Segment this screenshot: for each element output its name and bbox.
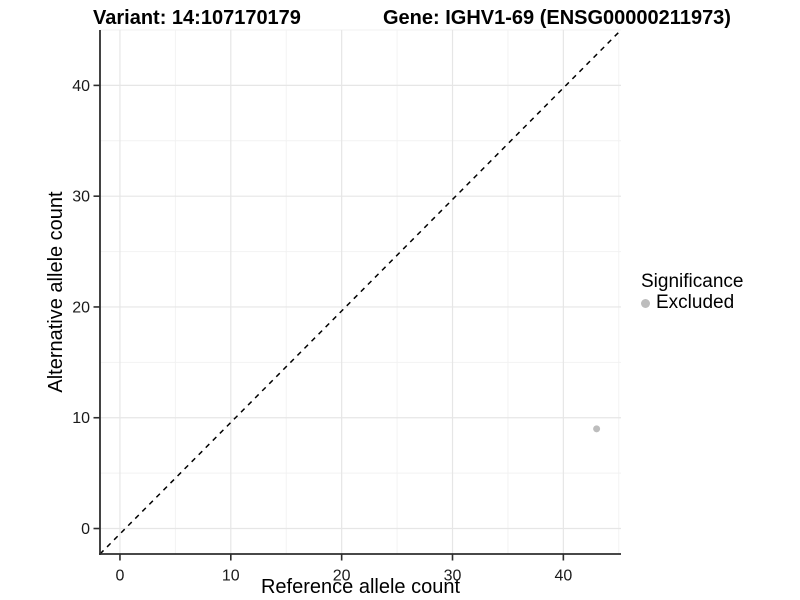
y-axis-title: Alternative allele count <box>45 191 67 393</box>
data-point <box>593 425 601 433</box>
identity-reference-line <box>99 29 622 555</box>
x-tick-label: 20 <box>333 567 351 584</box>
legend-point-icon <box>641 298 650 308</box>
x-tick-label: 30 <box>444 567 462 584</box>
x-tick-label: 40 <box>554 567 572 584</box>
y-tick-label: 10 <box>72 410 90 427</box>
x-tick-label: 0 <box>116 567 125 584</box>
legend: Significance Excluded <box>641 272 743 313</box>
y-tick-label: 20 <box>72 299 90 316</box>
y-tick-label: 30 <box>72 189 90 206</box>
y-tick-label: 0 <box>81 521 90 538</box>
plot-title-variant: Variant: 14:107170179 <box>93 7 301 29</box>
x-tick-label: 10 <box>222 567 240 584</box>
x-axis-title: Reference allele count <box>260 576 460 598</box>
y-tick-label: 40 <box>72 78 90 95</box>
legend-item-excluded: Excluded <box>641 293 743 313</box>
plot-title-gene: Gene: IGHV1-69 (ENSG00000211973) <box>383 7 731 29</box>
legend-title: Significance <box>641 271 744 292</box>
legend-item-label: Excluded <box>656 292 735 313</box>
